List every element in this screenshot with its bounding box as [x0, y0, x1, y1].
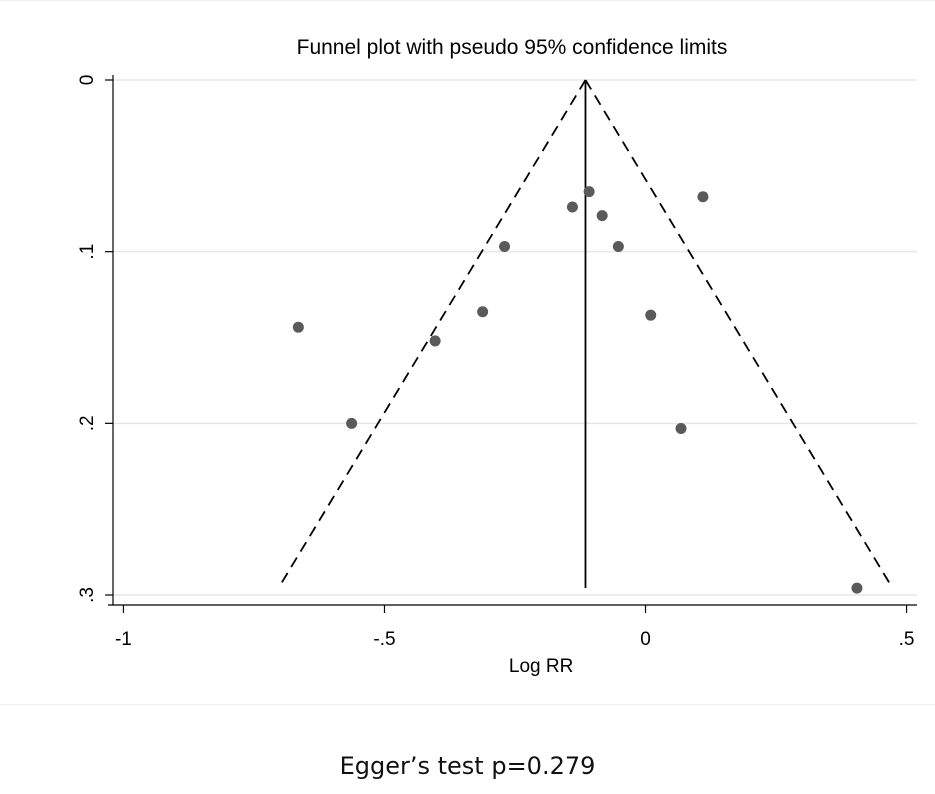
study-point [429, 335, 441, 347]
chart-title: Funnel plot with pseudo 95% confidence l… [297, 36, 728, 59]
upper-confidence-limit [584, 79, 894, 589]
study-point [346, 417, 358, 429]
lower-confidence-limit [277, 79, 587, 589]
x-tick-label: -1 [115, 629, 132, 650]
confidence-funnel [277, 79, 894, 589]
plot-frame [0, 0, 935, 705]
study-point [596, 210, 608, 222]
study-point [292, 321, 304, 333]
egger-test-caption: Egger’s test p=0.279 [339, 752, 596, 780]
study-point [583, 186, 595, 198]
funnel-plot: 0 .1 .2 .3 -1 -.5 0 .5 Funnel plot with pseudo … [77, 36, 917, 677]
study-point [477, 306, 489, 318]
x-tick-label: -.5 [373, 629, 395, 650]
study-point [566, 201, 578, 213]
study-point [612, 241, 624, 253]
y-tick-label: .1 [77, 244, 98, 260]
study-points [292, 186, 863, 594]
study-point [645, 309, 657, 321]
study-point [697, 191, 709, 203]
study-point [675, 422, 687, 434]
x-tick-label: .5 [899, 629, 915, 650]
study-point [851, 582, 863, 594]
grid-lines [113, 79, 917, 596]
x-tick-label: 0 [640, 629, 651, 650]
axes: 0 .1 .2 .3 -1 -.5 0 .5 [77, 75, 917, 650]
y-tick-label: .3 [77, 587, 98, 603]
study-point [499, 241, 511, 253]
x-axis-title: Log RR [509, 656, 573, 677]
y-tick-label: 0 [77, 75, 98, 86]
y-tick-label: .2 [77, 415, 98, 431]
